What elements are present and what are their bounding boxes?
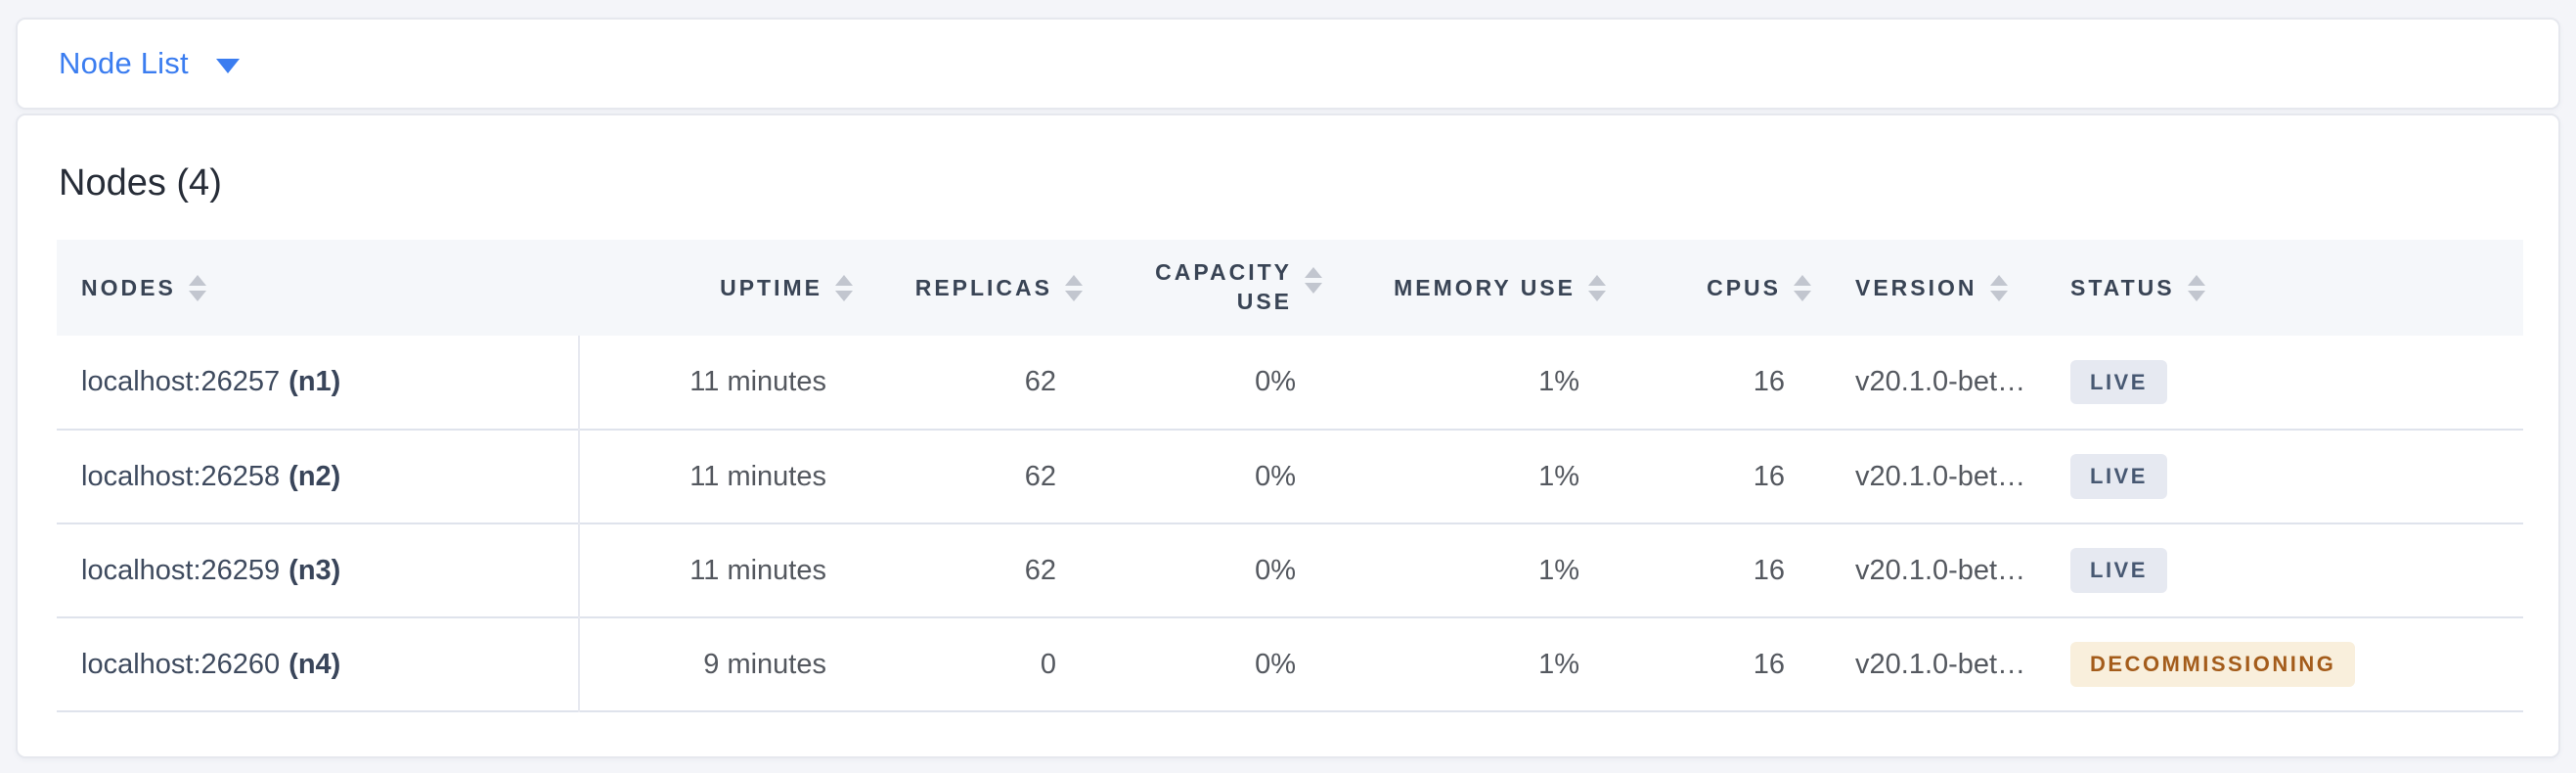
node-id: (n4) xyxy=(289,648,341,680)
status-badge: LIVE xyxy=(2070,454,2167,499)
version-cell: v20.1.0-bet… xyxy=(1855,366,2026,397)
sort-up-arrow-icon xyxy=(835,274,853,286)
column-header-label: STATUS xyxy=(2070,274,2175,300)
nodes-count-title: Nodes (4) xyxy=(59,162,222,204)
column-header-label: VERSION xyxy=(1855,274,1977,300)
memory-use-cell: 1% xyxy=(1538,554,1579,586)
sort-icon xyxy=(1989,274,2008,301)
sort-down-arrow-icon xyxy=(1305,283,1322,295)
sort-down-arrow-icon xyxy=(2187,290,2205,301)
column-header-label: MEMORY USE xyxy=(1394,274,1576,300)
sort-up-arrow-icon xyxy=(1989,274,2008,286)
node-row[interactable]: localhost:26258 (n2) 11 minutes 62 0% 1% 16 v20… xyxy=(57,430,2523,523)
replicas-cell: 62 xyxy=(1024,366,1056,397)
uptime-cell: 11 minutes xyxy=(689,554,826,586)
node-address-cell[interactable]: localhost:26257 (n1) xyxy=(57,336,580,430)
status-badge: DECOMMISSIONING xyxy=(2070,642,2356,687)
capacity-use-cell: 0% xyxy=(1255,366,1296,397)
node-id: (n3) xyxy=(289,554,341,586)
sort-down-arrow-icon xyxy=(835,290,853,301)
capacity-use-cell: 0% xyxy=(1255,554,1296,586)
sort-icon xyxy=(2187,274,2205,301)
column-header-version[interactable]: VERSION xyxy=(1811,240,2046,336)
sort-icon xyxy=(188,274,206,301)
node-row[interactable]: localhost:26257 (n1) 11 minutes 62 0% 1% 16 v20… xyxy=(57,336,2523,430)
version-cell: v20.1.0-bet… xyxy=(1855,554,2026,586)
column-header-replicas[interactable]: REPLICAS xyxy=(853,240,1083,336)
view-selector-bar: Node List xyxy=(16,18,2560,110)
column-header-nodes[interactable]: NODES xyxy=(57,240,579,336)
node-address: localhost:26258 xyxy=(81,460,281,492)
node-id: (n1) xyxy=(289,366,341,397)
sort-icon xyxy=(1305,267,1322,295)
sort-icon xyxy=(835,274,853,301)
replicas-cell: 0 xyxy=(1040,648,1056,680)
sort-up-arrow-icon xyxy=(188,274,206,286)
uptime-cell: 11 minutes xyxy=(689,366,826,397)
nodes-panel: Nodes (4) NODES UPTIME REPLICAS CAPACITY… xyxy=(16,114,2560,758)
version-cell: v20.1.0-bet… xyxy=(1855,460,2026,492)
cpus-cell: 16 xyxy=(1753,366,1785,397)
sort-down-arrow-icon xyxy=(1794,290,1811,301)
status-cell: DECOMMISSIONING xyxy=(2046,617,2523,711)
node-id: (n2) xyxy=(289,460,341,492)
sort-down-arrow-icon xyxy=(1989,290,2008,301)
version-cell: v20.1.0-bet… xyxy=(1855,648,2026,680)
column-header-cpus[interactable]: CPUS xyxy=(1606,240,1811,336)
status-cell: LIVE xyxy=(2046,523,2523,617)
uptime-cell: 11 minutes xyxy=(689,460,826,492)
node-address: localhost:26259 xyxy=(81,554,281,586)
nodes-table: NODES UPTIME REPLICAS CAPACITY USE MEMOR… xyxy=(57,240,2523,712)
view-selector-dropdown[interactable]: Node List xyxy=(59,46,240,81)
cpus-cell: 16 xyxy=(1753,554,1785,586)
node-address-cell[interactable]: localhost:26260 (n4) xyxy=(57,617,580,711)
view-selector-label: Node List xyxy=(59,46,189,80)
sort-down-arrow-icon xyxy=(188,290,206,301)
node-address: localhost:26257 xyxy=(81,366,281,397)
sort-up-arrow-icon xyxy=(1305,267,1322,279)
sort-down-arrow-icon xyxy=(1065,290,1083,301)
cpus-cell: 16 xyxy=(1753,460,1785,492)
status-cell: LIVE xyxy=(2046,430,2523,523)
node-address-cell[interactable]: localhost:26259 (n3) xyxy=(57,523,580,617)
column-header-memory_use[interactable]: MEMORY USE xyxy=(1322,240,1606,336)
sort-up-arrow-icon xyxy=(1588,274,1606,286)
column-header-status[interactable]: STATUS xyxy=(2046,240,2523,336)
column-header-label: REPLICAS xyxy=(914,274,1052,300)
replicas-cell: 62 xyxy=(1024,554,1056,586)
status-badge: LIVE xyxy=(2070,548,2167,593)
node-address-cell[interactable]: localhost:26258 (n2) xyxy=(57,430,580,523)
capacity-use-cell: 0% xyxy=(1255,648,1296,680)
column-header-label: CAPACITY USE xyxy=(1155,259,1292,314)
node-row[interactable]: localhost:26259 (n3) 11 minutes 62 0% 1% 16 v20… xyxy=(57,523,2523,617)
column-header-capacity_use[interactable]: CAPACITY USE xyxy=(1083,240,1322,336)
sort-icon xyxy=(1588,274,1606,301)
column-header-label: CPUS xyxy=(1707,274,1781,300)
cpus-cell: 16 xyxy=(1753,648,1785,680)
memory-use-cell: 1% xyxy=(1538,460,1579,492)
sort-icon xyxy=(1065,274,1083,301)
status-cell: LIVE xyxy=(2046,336,2523,430)
node-address: localhost:26260 xyxy=(81,648,281,680)
sort-up-arrow-icon xyxy=(1794,274,1811,286)
sort-icon xyxy=(1794,274,1811,301)
column-header-label: UPTIME xyxy=(720,274,822,300)
sort-up-arrow-icon xyxy=(1065,274,1083,286)
capacity-use-cell: 0% xyxy=(1255,460,1296,492)
sort-up-arrow-icon xyxy=(2187,274,2205,286)
column-header-label: NODES xyxy=(81,274,176,300)
uptime-cell: 9 minutes xyxy=(703,648,826,680)
replicas-cell: 62 xyxy=(1024,460,1056,492)
table-header-row: NODES UPTIME REPLICAS CAPACITY USE MEMOR… xyxy=(57,240,2523,336)
memory-use-cell: 1% xyxy=(1538,648,1579,680)
column-header-uptime[interactable]: UPTIME xyxy=(579,240,853,336)
dropdown-caret-icon xyxy=(215,59,240,73)
status-badge: LIVE xyxy=(2070,359,2167,405)
memory-use-cell: 1% xyxy=(1538,366,1579,397)
sort-down-arrow-icon xyxy=(1588,290,1606,301)
node-row[interactable]: localhost:26260 (n4) 9 minutes 0 0% 1% 16 v20.1… xyxy=(57,617,2523,711)
